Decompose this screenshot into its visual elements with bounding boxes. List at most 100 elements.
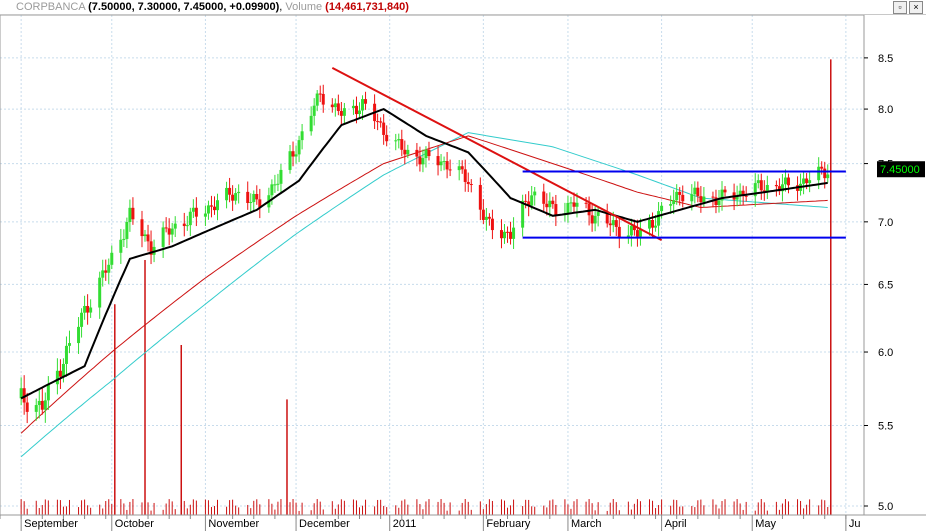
candle-body (611, 220, 615, 226)
candle-body (161, 227, 165, 247)
candle-body (67, 343, 71, 346)
plot-frame (0, 15, 865, 516)
candle-body (55, 370, 59, 385)
candle-body (427, 149, 431, 157)
candle-body (723, 189, 727, 193)
candle-body (339, 110, 343, 116)
candle-body (765, 184, 769, 193)
candle-body (512, 227, 516, 239)
candle-body (143, 234, 147, 237)
candle-body (530, 195, 534, 206)
candle-body (89, 307, 93, 313)
candle-body (448, 169, 452, 171)
candle-body (209, 205, 213, 207)
candle-body (542, 191, 546, 204)
candle-body (312, 105, 316, 116)
candle-body (720, 189, 724, 201)
x-tick-label: May (755, 518, 776, 530)
candle-body (46, 384, 50, 401)
candle-body (22, 388, 26, 403)
candle-body (690, 194, 694, 202)
candlesticks (19, 84, 830, 424)
candle-body (587, 203, 591, 216)
candle-body (415, 149, 419, 157)
candle-body (669, 204, 673, 206)
drawn-lines (331, 66, 846, 242)
y-tick-label: 5.0 (878, 501, 893, 513)
candle-body (551, 200, 555, 205)
candle-body (110, 252, 114, 265)
candle-body (128, 207, 132, 222)
candle-body (484, 216, 488, 220)
candle-body (436, 156, 440, 166)
candle-body (826, 174, 830, 179)
candle-body (146, 234, 150, 242)
candle-body (756, 180, 760, 184)
candle-body (397, 139, 401, 141)
candle-body (300, 131, 304, 141)
candle-body (188, 211, 192, 226)
candle-body (424, 149, 428, 159)
candle-body (228, 187, 232, 195)
symbol-label: CORPBANCA (16, 1, 86, 13)
candle-body (439, 161, 443, 166)
candle-body (548, 200, 552, 208)
candle-body (660, 205, 664, 212)
y-tick-label: 7.0 (878, 217, 893, 229)
candle-body (823, 168, 827, 179)
candle-body (817, 166, 821, 181)
moving-average-cyan (20, 132, 828, 458)
candle-body (185, 225, 189, 227)
candle-body (590, 215, 594, 224)
y-tick-label: 5.5 (878, 421, 893, 433)
volume-bars (20, 59, 832, 515)
candle-body (614, 220, 618, 227)
candle-body (237, 191, 241, 194)
candle-body (164, 227, 168, 229)
candle-body (780, 184, 784, 192)
candle-body (131, 207, 135, 220)
candle-body (43, 400, 47, 410)
candle-body (735, 196, 739, 200)
candle-body (478, 184, 482, 210)
candle-body (759, 180, 763, 191)
candle-body (457, 166, 461, 171)
candle-body (463, 169, 467, 182)
candle-body (711, 196, 715, 198)
close-icon[interactable]: × (909, 1, 923, 14)
candle-body (58, 370, 62, 377)
candle-body (167, 228, 171, 235)
candle-body (170, 228, 174, 235)
candle-body (629, 225, 633, 236)
candle-body (107, 264, 111, 273)
x-tick-label: April (665, 518, 687, 530)
candle-body (596, 212, 600, 216)
candle-body (805, 178, 809, 184)
last-price-label: 7.45000 (880, 164, 920, 176)
candle-body (34, 405, 38, 412)
restore-icon[interactable]: ▫ (893, 1, 907, 14)
candle-body (714, 197, 718, 206)
candle-body (521, 200, 525, 228)
candle-body (499, 230, 503, 239)
candle-body (442, 161, 446, 163)
candle-body (125, 221, 129, 239)
chart-header: CORPBANCA (7.50000, 7.30000, 7.45000, +0… (0, 0, 926, 15)
candle-body (774, 184, 778, 187)
candle-body (361, 99, 365, 111)
candle-body (808, 180, 812, 184)
candle-body (191, 207, 195, 212)
candle-body (635, 230, 639, 237)
candle-body (487, 216, 491, 219)
ohlc-values: (7.50000, 7.30000, 7.45000, +0.09900) (88, 1, 280, 13)
candle-body (693, 187, 697, 195)
price-chart: 8.58.07.57.06.56.05.55.0SeptemberOctober… (0, 15, 926, 531)
last-price-flag (877, 161, 925, 178)
candle-body (385, 134, 389, 142)
x-tick-label: Ju (849, 518, 861, 530)
candle-body (617, 226, 621, 239)
candle-body (702, 196, 706, 203)
candle-body (802, 178, 806, 184)
candle-body (40, 400, 44, 410)
candle-body (566, 202, 570, 214)
